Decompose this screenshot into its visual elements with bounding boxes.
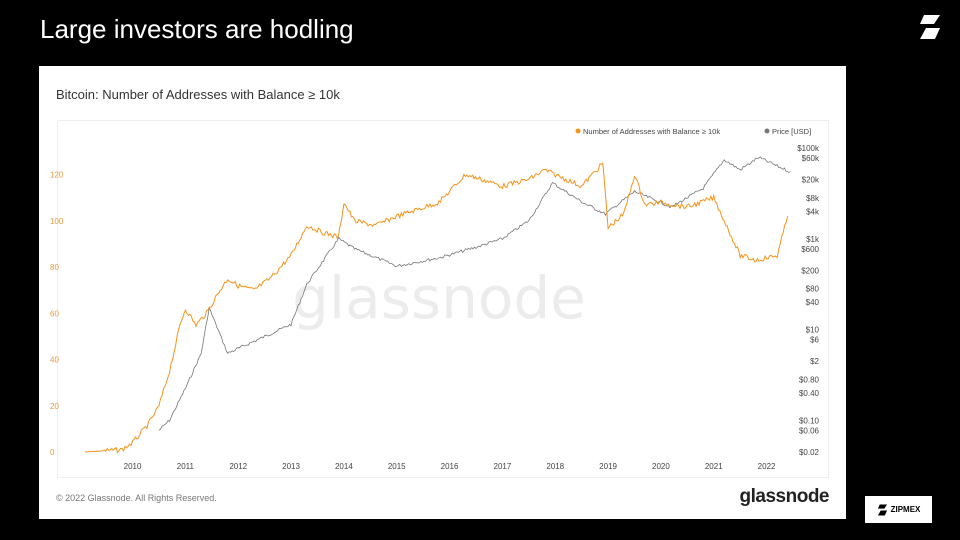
x-tick: 2018 xyxy=(546,462,564,471)
x-tick: 2016 xyxy=(441,462,459,471)
x-tick: 2012 xyxy=(229,462,247,471)
y-right-tick: $600 xyxy=(801,245,819,254)
y-right-tick: $60k xyxy=(802,154,820,163)
y-right-tick: $0.40 xyxy=(799,389,820,398)
chart-title: Bitcoin: Number of Addresses with Balanc… xyxy=(56,87,340,102)
y-right-tick: $4k xyxy=(806,207,820,216)
x-tick: 2019 xyxy=(599,462,617,471)
x-tick: 2022 xyxy=(758,462,776,471)
y-right-tick: $20k xyxy=(802,176,820,185)
zipmex-badge: ZIPMEX xyxy=(865,496,932,523)
y-right-tick: $2 xyxy=(810,357,819,366)
y-right-tick: $40 xyxy=(806,298,820,307)
x-tick: 2015 xyxy=(388,462,406,471)
y-right-tick: $100k xyxy=(797,144,820,153)
y-right-tick: $200 xyxy=(801,266,819,275)
x-tick: 2017 xyxy=(494,462,512,471)
glassnode-logo: glassnode xyxy=(739,486,830,507)
y-right-tick: $8k xyxy=(806,194,820,203)
copyright: © 2022 Glassnode. All Rights Reserved. xyxy=(56,493,217,503)
y-left-tick: 120 xyxy=(50,171,64,180)
chart-frame xyxy=(57,120,829,478)
y-left-tick: 80 xyxy=(50,263,59,272)
y-right-tick: $0.02 xyxy=(799,448,820,457)
x-tick: 2010 xyxy=(124,462,142,471)
x-tick: 2021 xyxy=(705,462,723,471)
legend-dot-addresses xyxy=(575,128,581,134)
legend-dot-price xyxy=(764,128,770,134)
zipmex-wordmark: ZIPMEX xyxy=(890,505,921,514)
x-tick: 2011 xyxy=(177,462,195,471)
x-tick: 2014 xyxy=(335,462,353,471)
legend-label-addresses: Number of Addresses with Balance ≥ 10k xyxy=(583,127,720,136)
y-right-tick: $6 xyxy=(810,336,819,345)
y-right-tick: $80 xyxy=(806,285,820,294)
zipmex-bolt-icon xyxy=(877,504,887,515)
addresses-line xyxy=(84,162,789,454)
watermark: glassnode xyxy=(292,264,586,332)
zipmex-logo-icon xyxy=(920,15,940,39)
y-right-tick: $1k xyxy=(806,235,820,244)
y-left-tick: 40 xyxy=(50,356,59,365)
price-line xyxy=(158,156,791,431)
y-right-tick: $0.06 xyxy=(799,426,820,435)
chart-panel: Bitcoin: Number of Addresses with Balanc… xyxy=(39,66,846,519)
y-left-tick: 60 xyxy=(50,309,59,318)
y-right-tick: $10 xyxy=(806,326,820,335)
y-left-tick: 100 xyxy=(50,217,64,226)
legend-label-price: Price [USD] xyxy=(772,127,811,136)
y-right-tick: $0.80 xyxy=(799,375,820,384)
slide-title: Large investors are hodling xyxy=(40,14,354,44)
y-left-tick: 0 xyxy=(50,448,55,457)
chart: glassnode 0 20 40 60 80 100 120 $100k$60k $20k $8k… xyxy=(50,127,820,471)
x-tick: 2013 xyxy=(282,462,300,471)
y-right-tick: $0.10 xyxy=(799,416,820,425)
y-left-tick: 20 xyxy=(50,402,59,411)
x-tick: 2020 xyxy=(652,462,670,471)
